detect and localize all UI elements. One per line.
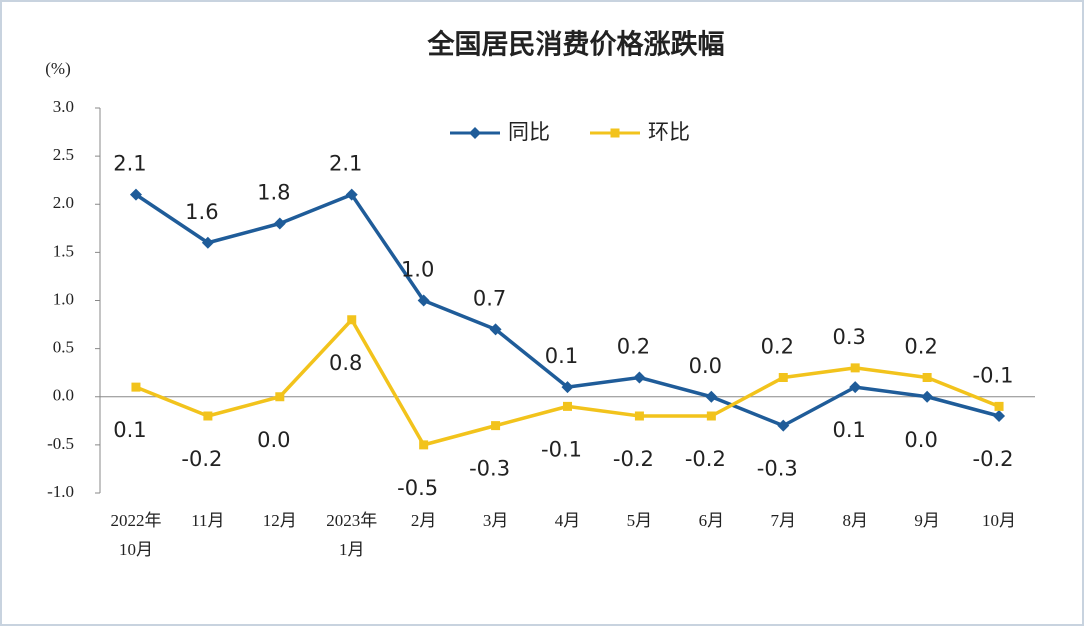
point (419, 440, 429, 450)
x-tick-label: 3月 (483, 511, 509, 530)
point (922, 373, 932, 382)
data-label: 0.7 (473, 286, 506, 310)
point (994, 401, 1004, 411)
point (491, 421, 501, 431)
data-label: 0.8 (329, 351, 362, 375)
y-tick-label: 0.0 (53, 386, 74, 405)
legend-label: 环比 (648, 120, 690, 144)
point (563, 401, 572, 411)
y-tick-label: 1.5 (53, 241, 74, 260)
data-label: 0.0 (689, 354, 722, 378)
x-tick-label: 9月 (914, 511, 940, 530)
point (634, 411, 644, 421)
y-tick-label: 2.0 (53, 193, 74, 212)
point (131, 382, 141, 392)
point (489, 323, 502, 336)
y-tick-label: -0.5 (47, 434, 74, 453)
y-tick-label: 0.5 (53, 338, 74, 357)
point (561, 381, 574, 394)
point (347, 315, 357, 325)
data-label: 0.0 (904, 428, 937, 452)
x-tick-label: 7月 (771, 511, 797, 530)
data-label: 1.8 (257, 181, 290, 205)
x-tick-label: 2022年 (110, 511, 161, 530)
data-label: -0.2 (613, 447, 654, 471)
data-label: 1.6 (185, 200, 218, 224)
point (705, 390, 718, 403)
point (921, 390, 934, 403)
data-label: 0.1 (832, 418, 865, 442)
x-tick-label: 8月 (842, 511, 868, 530)
legend-label: 同比 (508, 120, 550, 144)
x-tick-label: 10月 (982, 511, 1016, 530)
y-unit: (%) (45, 59, 70, 78)
point (275, 392, 285, 402)
x-tick-label: 5月 (627, 511, 653, 530)
y-tick-label: -1.0 (47, 482, 74, 501)
chart-title: 全国居民消费价格涨跌幅 (427, 29, 725, 61)
data-label: 0.1 (545, 344, 578, 368)
x-tick-label: 1月 (339, 540, 365, 559)
data-label: 0.3 (832, 325, 865, 349)
data-label: -0.3 (757, 457, 798, 481)
x-tick-label: 11月 (191, 511, 224, 530)
point (273, 217, 286, 230)
data-label: -0.1 (973, 363, 1014, 387)
y-tick-label: 2.5 (53, 145, 74, 164)
data-label: 0.1 (113, 418, 146, 442)
x-tick-label: 4月 (555, 511, 581, 530)
point (778, 373, 788, 382)
x-tick-label: 2月 (411, 511, 437, 530)
y-tick-label: 3.0 (53, 97, 74, 116)
data-label: -0.2 (685, 447, 726, 471)
point (993, 410, 1006, 422)
y-tick-label: 1.0 (53, 289, 74, 308)
point (345, 188, 358, 201)
legend-marker (610, 128, 620, 138)
data-label: 2.1 (329, 152, 362, 176)
data-label: 0.2 (761, 335, 794, 359)
point (203, 411, 213, 421)
point (633, 371, 646, 384)
x-tick-label: 12月 (263, 511, 297, 530)
legend-marker (469, 127, 481, 139)
data-label: -0.2 (181, 447, 222, 471)
x-tick-label: 2023年 (326, 511, 377, 530)
data-label: -0.3 (469, 457, 510, 481)
data-label: -0.5 (397, 476, 438, 500)
data-label: 0.2 (904, 335, 937, 359)
data-label: 1.0 (401, 258, 434, 282)
point (777, 419, 790, 432)
data-label: -0.1 (541, 437, 582, 461)
data-label: -0.2 (973, 447, 1014, 471)
point (850, 363, 860, 373)
point (129, 188, 142, 201)
x-tick-label: 6月 (699, 511, 725, 530)
data-label: 2.1 (113, 152, 146, 176)
data-label: 0.2 (617, 335, 650, 359)
point (201, 236, 214, 249)
data-label: 0.0 (257, 428, 290, 452)
point (417, 294, 430, 307)
x-tick-label: 10月 (119, 540, 153, 559)
point (706, 411, 716, 421)
point (849, 381, 862, 394)
